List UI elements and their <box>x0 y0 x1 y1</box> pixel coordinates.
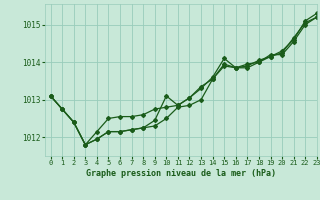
X-axis label: Graphe pression niveau de la mer (hPa): Graphe pression niveau de la mer (hPa) <box>86 169 276 178</box>
